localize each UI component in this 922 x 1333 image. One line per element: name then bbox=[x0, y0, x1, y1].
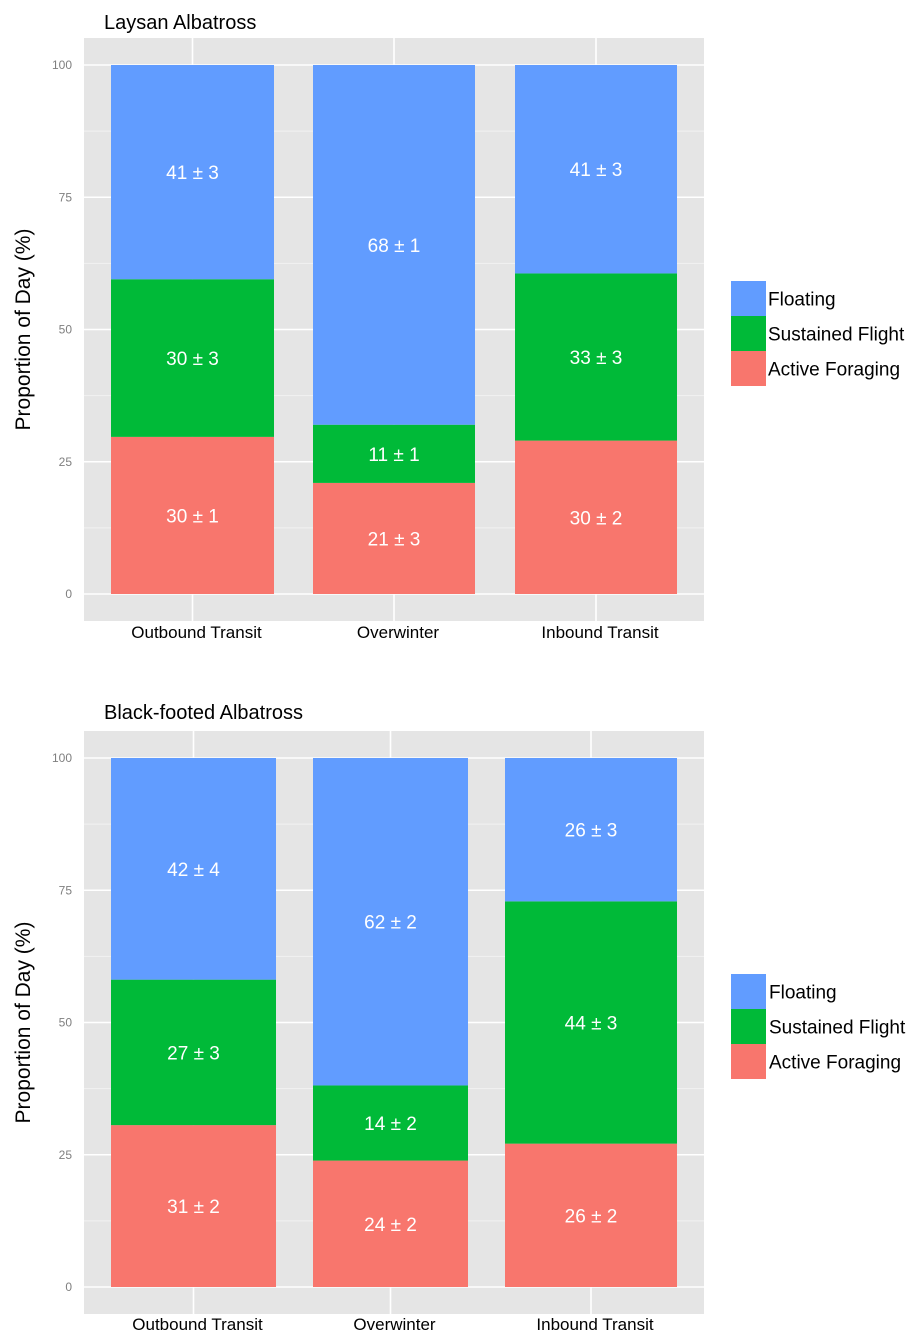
legend-swatch bbox=[731, 281, 766, 316]
bar-segment bbox=[111, 436, 274, 594]
bar-segment bbox=[505, 758, 677, 902]
bar-segment bbox=[313, 758, 468, 1086]
y-tick-label: 50 bbox=[59, 323, 73, 337]
bar-segment bbox=[313, 1160, 468, 1287]
legend-label: Sustained Flight bbox=[768, 325, 905, 346]
x-tick-label: Overwinter bbox=[357, 623, 440, 642]
chart-title: Black-footed Albatross bbox=[104, 702, 303, 724]
segment-value-label: 42 ± 4 bbox=[167, 860, 220, 881]
segment-value-label: 68 ± 1 bbox=[368, 236, 421, 257]
bar-segment bbox=[313, 65, 475, 425]
legend-swatch bbox=[731, 1009, 766, 1044]
bar-segment bbox=[111, 279, 274, 437]
x-tick-label: Inbound Transit bbox=[536, 1315, 653, 1333]
bar-segment bbox=[313, 1085, 468, 1161]
bar-segment bbox=[111, 1125, 276, 1287]
segment-value-label: 26 ± 3 bbox=[565, 821, 618, 842]
y-axis-label: Proportion of Day (%) bbox=[12, 922, 35, 1124]
legend-swatch bbox=[731, 316, 766, 351]
bar-segment bbox=[505, 1143, 677, 1287]
segment-value-label: 27 ± 3 bbox=[167, 1043, 220, 1064]
y-tick-label: 100 bbox=[52, 58, 72, 72]
y-tick-label: 75 bbox=[59, 883, 73, 897]
y-tick-label: 0 bbox=[65, 587, 72, 601]
bar-segment bbox=[111, 758, 276, 980]
segment-value-label: 30 ± 2 bbox=[570, 508, 623, 529]
x-tick-label: Outbound Transit bbox=[132, 1315, 263, 1333]
bar-segment bbox=[515, 440, 677, 594]
x-tick-label: Inbound Transit bbox=[541, 623, 658, 642]
bar-segment bbox=[313, 482, 475, 594]
segment-value-label: 26 ± 2 bbox=[565, 1206, 618, 1227]
x-tick-label: Overwinter bbox=[353, 1315, 436, 1333]
bar-segment bbox=[111, 65, 274, 280]
segment-value-label: 30 ± 3 bbox=[166, 349, 219, 370]
segment-value-label: 21 ± 3 bbox=[368, 529, 421, 550]
segment-value-label: 14 ± 2 bbox=[364, 1114, 417, 1135]
bar-segment bbox=[505, 901, 677, 1144]
chart-title: Laysan Albatross bbox=[104, 12, 256, 34]
y-tick-label: 25 bbox=[59, 455, 73, 469]
legend-label: Active Foraging bbox=[768, 360, 900, 381]
segment-value-label: 44 ± 3 bbox=[565, 1014, 618, 1035]
segment-value-label: 31 ± 2 bbox=[167, 1197, 220, 1218]
legend-swatch bbox=[731, 351, 766, 386]
black-footed-albatross-chart: 0 25 50 75 100 31 ± 2 27 ± 3 42 ± 4 Outbound Tra… bbox=[12, 702, 906, 1333]
legend-label: Sustained Flight bbox=[769, 1018, 906, 1039]
legend-swatch bbox=[731, 974, 766, 1009]
segment-value-label: 41 ± 3 bbox=[570, 160, 623, 181]
y-tick-label: 0 bbox=[65, 1280, 72, 1294]
bar-segment bbox=[313, 424, 475, 483]
segment-value-label: 24 ± 2 bbox=[364, 1215, 417, 1236]
segment-value-label: 33 ± 3 bbox=[570, 348, 623, 369]
segment-value-label: 62 ± 2 bbox=[364, 913, 417, 934]
legend-swatch bbox=[731, 1044, 766, 1079]
laysan-albatross-chart: 0 25 50 75 100 30 ± 1 30 ± 3 41 ± 3 Outbound Tra… bbox=[12, 12, 905, 642]
legend-label: Floating bbox=[768, 290, 836, 311]
y-axis-label: Proportion of Day (%) bbox=[12, 229, 35, 431]
y-tick-label: 25 bbox=[59, 1148, 73, 1162]
segment-value-label: 11 ± 1 bbox=[368, 445, 419, 466]
x-tick-label: Outbound Transit bbox=[131, 623, 262, 642]
y-tick-label: 100 bbox=[52, 751, 72, 765]
y-tick-label: 75 bbox=[59, 190, 73, 204]
y-tick-label: 50 bbox=[59, 1016, 73, 1030]
bar-segment bbox=[515, 273, 677, 441]
segment-value-label: 41 ± 3 bbox=[166, 163, 219, 184]
legend-label: Active Foraging bbox=[769, 1053, 901, 1074]
legend-label: Floating bbox=[769, 983, 837, 1004]
segment-value-label: 30 ± 1 bbox=[166, 506, 219, 527]
bar-segment bbox=[515, 65, 677, 274]
bar-segment bbox=[111, 979, 276, 1126]
